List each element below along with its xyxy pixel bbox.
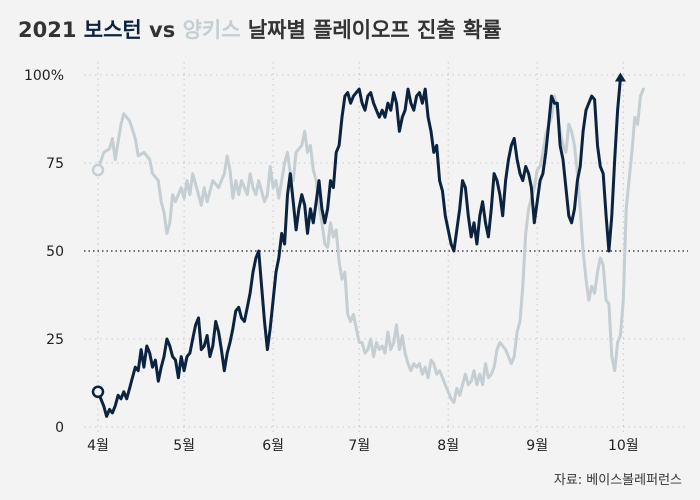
- y-tick-label: 100%: [24, 68, 64, 84]
- x-tick-label: 9월: [526, 438, 548, 454]
- chart-title: 2021 보스턴 vs 양키스 날짜별 플레이오프 진출 확률: [18, 14, 502, 44]
- x-tick-label: 8월: [437, 438, 459, 454]
- title-team-boston: 보스턴: [83, 18, 142, 42]
- title-team-yankees: 양키스: [182, 18, 241, 42]
- series-line-boston: [96, 77, 622, 418]
- title-suffix: 날짜별 플레이오프 진출 확률: [247, 18, 502, 42]
- x-tick-label: 10월: [608, 438, 639, 454]
- tick-labels: 0 25 50 75 100% 4월 5월 6월 7월 8월 9월 10월: [24, 68, 639, 454]
- title-year: 2021: [18, 18, 77, 42]
- y-tick-label: 0: [55, 420, 64, 436]
- x-tick-label: 4월: [87, 438, 109, 454]
- end-arrow-boston: [614, 72, 626, 82]
- title-vs: vs: [149, 18, 176, 42]
- y-tick-label: 75: [46, 156, 64, 172]
- start-marker-boston: [91, 385, 105, 399]
- x-tick-label: 6월: [262, 438, 284, 454]
- y-tick-label: 50: [46, 244, 64, 260]
- x-tick-label: 5월: [173, 438, 195, 454]
- start-marker-yankees: [91, 163, 105, 177]
- series-line-yankees: [96, 87, 645, 404]
- source-note: 자료: 베이스볼레퍼런스: [553, 473, 682, 488]
- y-tick-label: 25: [46, 332, 64, 348]
- series-lines: [91, 72, 645, 418]
- x-tick-label: 7월: [348, 438, 370, 454]
